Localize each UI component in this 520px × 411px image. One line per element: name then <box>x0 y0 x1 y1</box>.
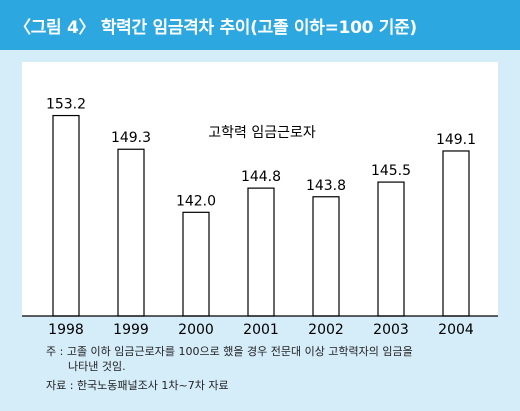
value-label-2002: 143.8 <box>306 178 346 194</box>
bar-chart: 153.2 1998 149.3 1999 142.0 2000 144.8 2001 143.… <box>22 97 498 338</box>
value-label-2004: 149.1 <box>436 132 476 148</box>
x-tick-2001: 2001 <box>243 322 279 338</box>
figure-title: 〈그림 4〉 학력간 임금격차 추이(고졸 이하=100 기준) <box>0 0 520 50</box>
value-label-2000: 142.0 <box>176 193 216 209</box>
x-tick-2003: 2003 <box>373 322 409 338</box>
note-line-2: 나타낸 것임. <box>68 360 126 373</box>
bar-2004 <box>442 150 470 317</box>
x-tick-2004: 2004 <box>438 322 474 338</box>
value-label-1999: 149.3 <box>111 130 151 146</box>
bar-2002 <box>312 196 340 317</box>
bar-2001 <box>247 187 275 317</box>
note-line-1: 주 : 고졸 이하 임금근로자를 100으로 했을 경우 전문대 이상 고학력자… <box>46 345 413 358</box>
value-label-1998: 153.2 <box>46 97 86 113</box>
bar-2003 <box>377 181 405 317</box>
x-tick-2002: 2002 <box>308 322 344 338</box>
x-tick-1998: 1998 <box>48 322 84 338</box>
bar-2000 <box>182 211 210 317</box>
source-line: 자료 : 한국노동패널조사 1차~7차 자료 <box>46 379 229 392</box>
series-label: 고학력 임금근로자 <box>208 125 316 141</box>
x-tick-2000: 2000 <box>178 322 214 338</box>
value-label-2001: 144.8 <box>241 169 281 185</box>
notes: 주 : 고졸 이하 임금근로자를 100으로 했을 경우 전문대 이상 고학력자… <box>46 344 506 393</box>
bars-layer: 153.2 1998 149.3 1999 142.0 2000 144.8 2001 143.… <box>46 97 476 338</box>
bar-1998 <box>52 114 80 317</box>
x-tick-1999: 1999 <box>113 322 149 338</box>
value-label-2003: 145.5 <box>371 163 411 179</box>
bar-1999 <box>117 148 145 317</box>
